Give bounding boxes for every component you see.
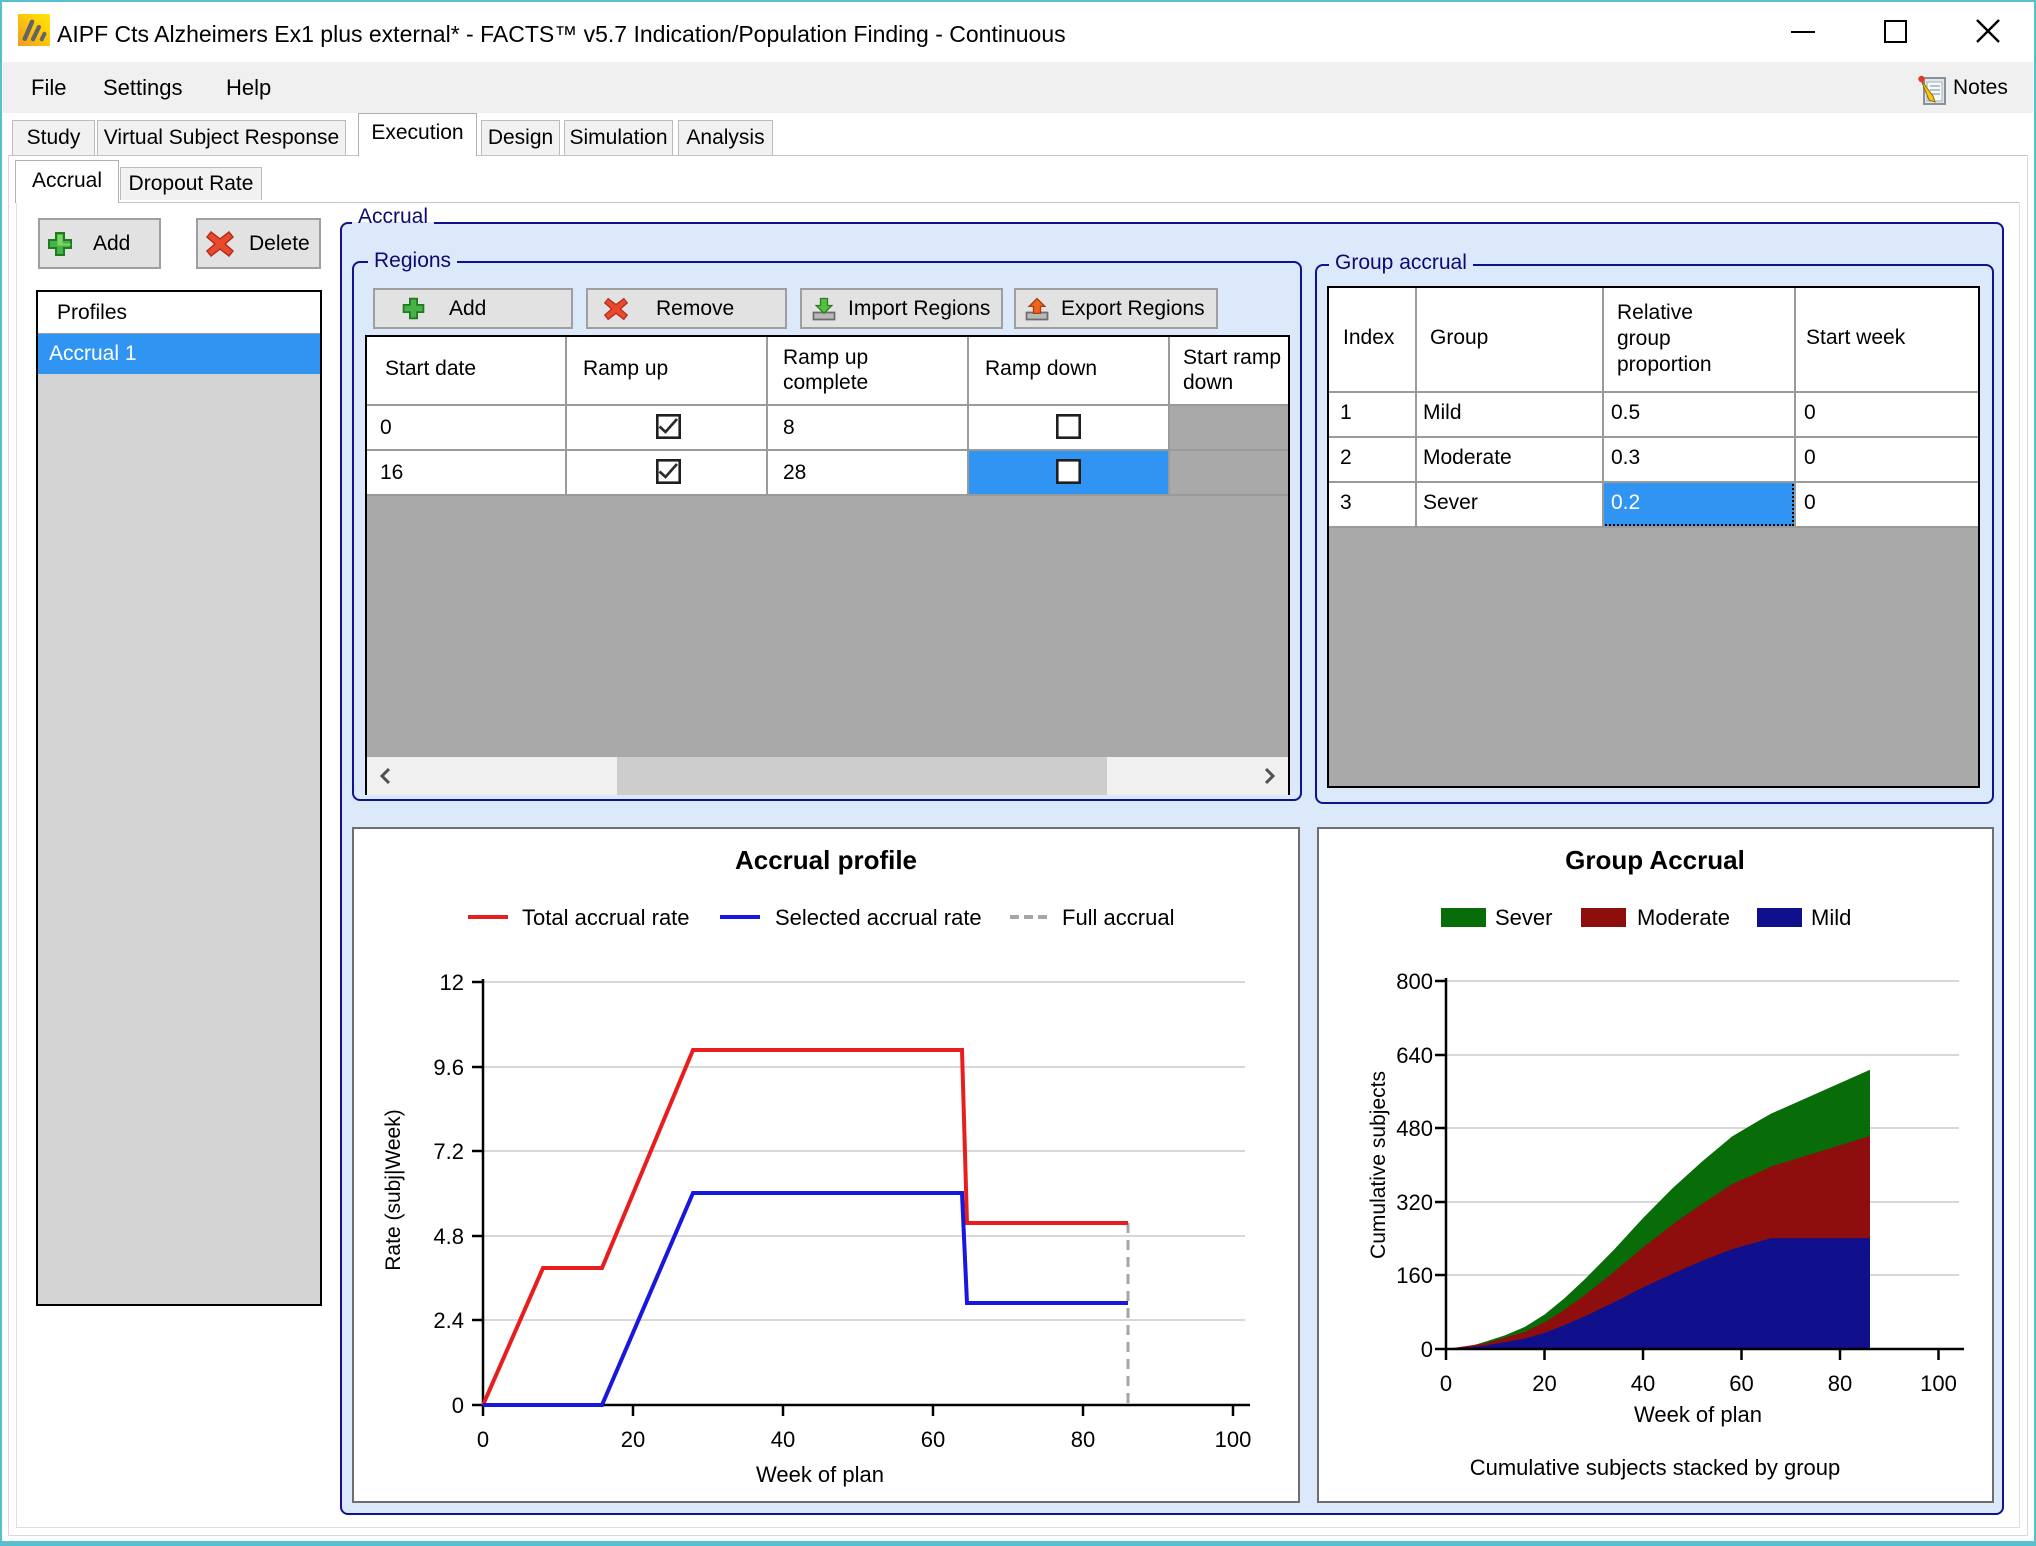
- svg-text:20: 20: [621, 1427, 645, 1452]
- svg-text:Full accrual: Full accrual: [1062, 905, 1174, 930]
- svg-text:Moderate: Moderate: [1637, 905, 1730, 930]
- svg-text:12: 12: [440, 970, 464, 995]
- svg-text:Week of plan: Week of plan: [756, 1462, 884, 1487]
- svg-text:0: 0: [452, 1393, 464, 1418]
- svg-text:Mild: Mild: [1811, 905, 1851, 930]
- svg-text:0: 0: [477, 1427, 489, 1452]
- svg-text:80: 80: [1071, 1427, 1095, 1452]
- svg-text:320: 320: [1396, 1190, 1433, 1215]
- svg-text:Sever: Sever: [1495, 905, 1552, 930]
- svg-text:Cumulative subjects stacked by: Cumulative subjects stacked by group: [1470, 1455, 1841, 1480]
- svg-text:4.8: 4.8: [433, 1224, 464, 1249]
- svg-text:100: 100: [1920, 1371, 1957, 1396]
- svg-text:Group Accrual: Group Accrual: [1565, 845, 1745, 875]
- svg-text:9.6: 9.6: [433, 1055, 464, 1080]
- svg-text:2.4: 2.4: [433, 1308, 464, 1333]
- svg-text:0: 0: [1421, 1337, 1433, 1362]
- svg-text:7.2: 7.2: [433, 1139, 464, 1164]
- svg-text:480: 480: [1396, 1116, 1433, 1141]
- svg-text:100: 100: [1215, 1427, 1252, 1452]
- svg-text:160: 160: [1396, 1263, 1433, 1288]
- svg-text:Selected accrual rate: Selected accrual rate: [775, 905, 982, 930]
- svg-text:40: 40: [771, 1427, 795, 1452]
- svg-text:0: 0: [1440, 1371, 1452, 1396]
- svg-text:640: 640: [1396, 1043, 1433, 1068]
- svg-text:40: 40: [1631, 1371, 1655, 1396]
- svg-text:20: 20: [1532, 1371, 1556, 1396]
- svg-text:80: 80: [1828, 1371, 1852, 1396]
- svg-text:Week of plan: Week of plan: [1634, 1402, 1762, 1427]
- svg-text:800: 800: [1396, 969, 1433, 994]
- svg-text:60: 60: [1729, 1371, 1753, 1396]
- svg-text:Cumulative subjects: Cumulative subjects: [1367, 1071, 1390, 1259]
- svg-text:Total accrual rate: Total accrual rate: [522, 905, 690, 930]
- svg-text:Rate (subj|Week): Rate (subj|Week): [382, 1109, 405, 1270]
- svg-text:60: 60: [921, 1427, 945, 1452]
- svg-text:Accrual profile: Accrual profile: [735, 845, 917, 875]
